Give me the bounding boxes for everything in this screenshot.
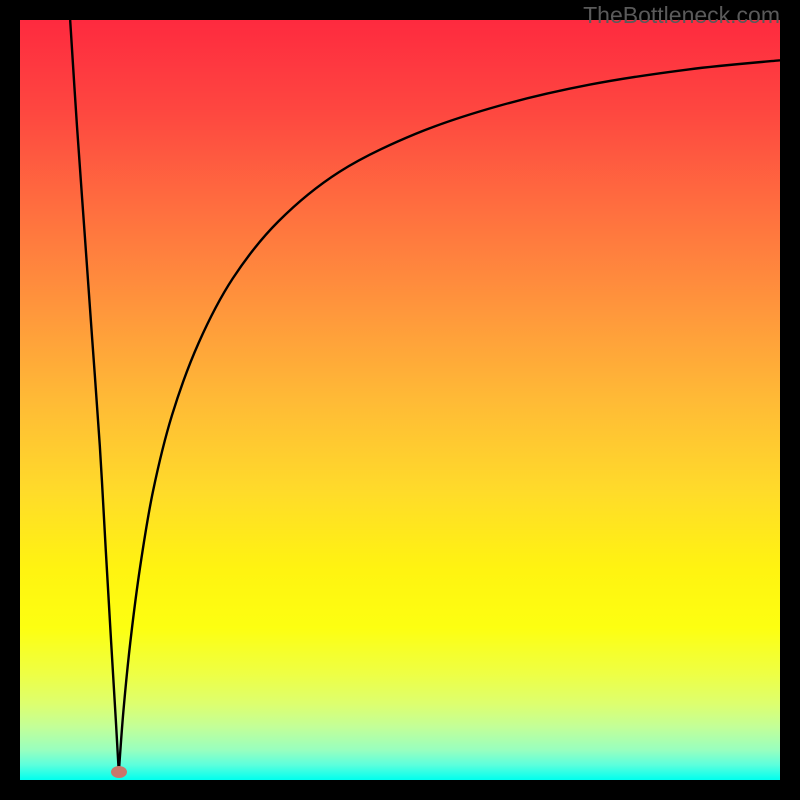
watermark-text: TheBottleneck.com: [583, 2, 780, 29]
chart-container: TheBottleneck.com: [0, 0, 800, 800]
plot-area: [20, 20, 780, 780]
minimum-marker: [111, 766, 127, 778]
bottleneck-curve: [20, 20, 780, 780]
